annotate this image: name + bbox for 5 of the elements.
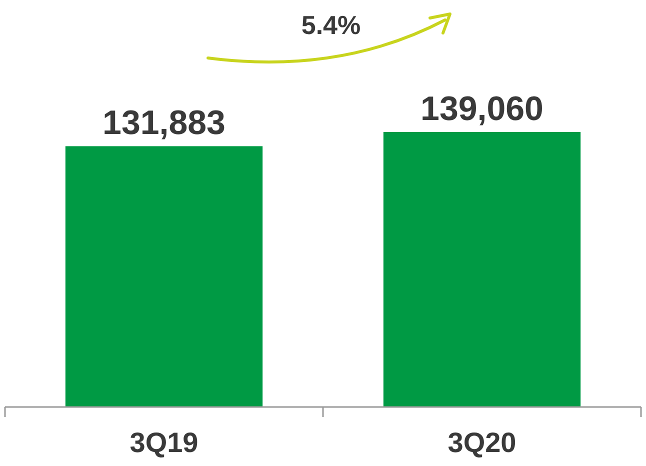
data-label: 131,883 (102, 104, 226, 142)
data-label: 139,060 (420, 90, 544, 128)
text: 5.4% (301, 10, 361, 40)
x-tick-label: 3Q20 (448, 427, 516, 458)
x-tick-label: 3Q19 (130, 427, 198, 458)
